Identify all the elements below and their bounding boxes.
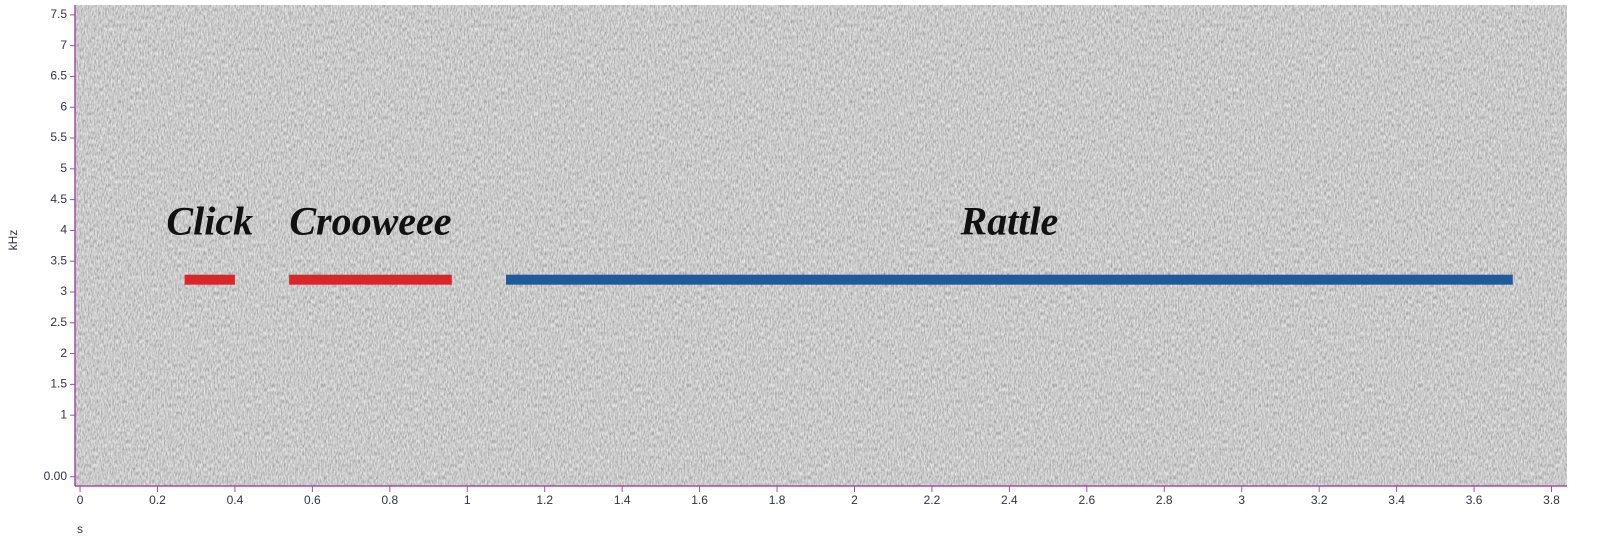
y-tick-label: 5 <box>60 161 67 175</box>
segment-bar <box>505 274 1513 285</box>
x-tick-label: 0.8 <box>381 493 398 507</box>
y-tick-label: 1.5 <box>50 377 67 391</box>
x-axis-label: s <box>77 522 83 536</box>
segment-bar <box>184 274 235 285</box>
x-tick-label: 1.6 <box>691 493 708 507</box>
segment-label: Rattle <box>959 199 1058 244</box>
y-tick-label: 6.5 <box>50 69 67 83</box>
x-tick-label: 2.2 <box>924 493 941 507</box>
segment-bar <box>289 274 452 285</box>
x-tick-label: 3.6 <box>1466 493 1483 507</box>
x-tick-label: 2.6 <box>1078 493 1095 507</box>
y-tick-label: 2 <box>60 346 67 360</box>
x-tick-label: 0.4 <box>227 493 244 507</box>
x-tick-label: 0.2 <box>149 493 166 507</box>
x-tick-label: 2.4 <box>1001 493 1018 507</box>
x-tick-label: 0.6 <box>304 493 321 507</box>
segment-label: Click <box>166 199 253 244</box>
x-tick-label: 1.2 <box>536 493 553 507</box>
segment-label: Crooweee <box>289 199 451 244</box>
spectrogram-texture <box>75 5 1567 486</box>
x-tick-label: 3 <box>1238 493 1245 507</box>
y-tick-label: 4 <box>60 223 67 237</box>
x-tick-label: 0 <box>77 493 84 507</box>
y-tick-label: 3 <box>60 284 67 298</box>
x-tick-label: 3.4 <box>1388 493 1405 507</box>
y-tick-label: 7 <box>60 38 67 52</box>
x-tick-label: 1.8 <box>769 493 786 507</box>
x-tick-label: 1.4 <box>614 493 631 507</box>
y-axis-label: kHz <box>6 230 20 251</box>
y-tick-label: 4.5 <box>50 192 67 206</box>
y-tick-label: 3.5 <box>50 253 67 267</box>
y-tick-label: 2.5 <box>50 315 67 329</box>
y-tick-label: 7.5 <box>50 7 67 21</box>
x-tick-label: 2.8 <box>1156 493 1173 507</box>
y-tick-label: 0.00 <box>44 469 68 483</box>
x-tick-label: 2 <box>851 493 858 507</box>
x-tick-label: 1 <box>464 493 471 507</box>
y-tick-label: 1 <box>60 407 67 421</box>
x-tick-label: 3.2 <box>1311 493 1328 507</box>
x-tick-label: 3.8 <box>1543 493 1560 507</box>
y-tick-label: 6 <box>60 99 67 113</box>
y-tick-label: 5.5 <box>50 130 67 144</box>
